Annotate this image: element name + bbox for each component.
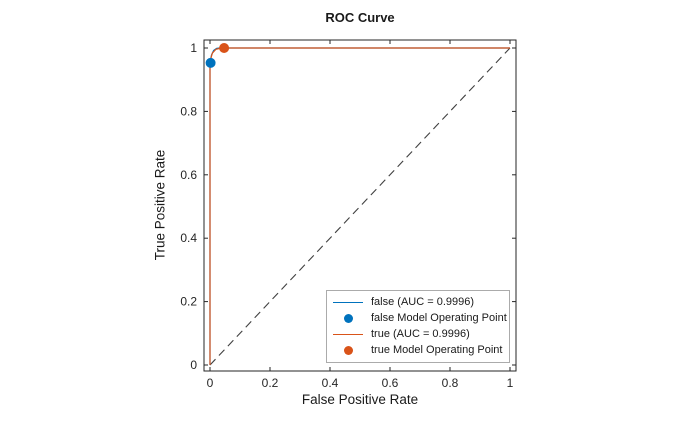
legend: false (AUC = 0.9996) false Model Operatin…: [326, 290, 510, 363]
x-tick-label: 0.2: [262, 376, 279, 390]
y-tick-label: 1: [190, 41, 197, 55]
x-tick-label: 0.8: [442, 376, 459, 390]
legend-entry-0: false (AUC = 0.9996): [333, 294, 503, 310]
reference-diagonal-line: [209, 47, 511, 366]
legend-label: true (AUC = 0.9996): [371, 328, 470, 340]
x-tick-label: 0.4: [322, 376, 339, 390]
legend-line-sample: [333, 301, 363, 303]
dot-swatch-icon: [343, 313, 353, 323]
legend-entry-2: true (AUC = 0.9996): [333, 326, 503, 342]
legend-marker-sample: [333, 313, 363, 323]
axes-box: [203, 39, 517, 372]
legend-entry-3: true Model Operating Point: [333, 342, 503, 358]
x-tick-label: 1: [507, 376, 514, 390]
y-tick-label: 0: [190, 358, 197, 372]
dot-swatch-icon: [343, 345, 353, 355]
legend-label: false (AUC = 0.9996): [371, 296, 475, 308]
y-tick-label: 0.4: [180, 231, 197, 245]
legend-entry-1: false Model Operating Point: [333, 310, 507, 326]
y-axis-label: True Positive Rate: [152, 149, 168, 261]
y-tick-label: 0.2: [180, 295, 197, 309]
y-tick-label: 0.8: [180, 104, 197, 118]
legend-marker-sample: [333, 345, 363, 355]
x-tick-label: 0: [207, 376, 214, 390]
y-tick-label: 0.6: [180, 168, 197, 182]
operating-point-marker-0: [205, 57, 216, 68]
operating-point-marker-1: [219, 43, 230, 53]
line-swatch-icon: [333, 333, 363, 335]
x-tick-label: 0.6: [382, 376, 399, 390]
legend-label: true Model Operating Point: [371, 344, 503, 356]
legend-label: false Model Operating Point: [371, 312, 507, 324]
x-axis-label: False Positive Rate: [301, 392, 419, 407]
legend-line-sample: [333, 333, 363, 335]
line-swatch-icon: [333, 301, 363, 303]
chart-title: ROC Curve: [325, 10, 395, 25]
